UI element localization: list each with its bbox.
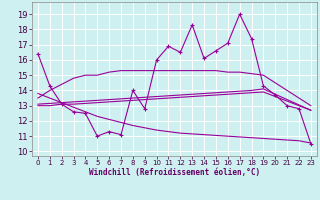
X-axis label: Windchill (Refroidissement éolien,°C): Windchill (Refroidissement éolien,°C) [89,168,260,177]
